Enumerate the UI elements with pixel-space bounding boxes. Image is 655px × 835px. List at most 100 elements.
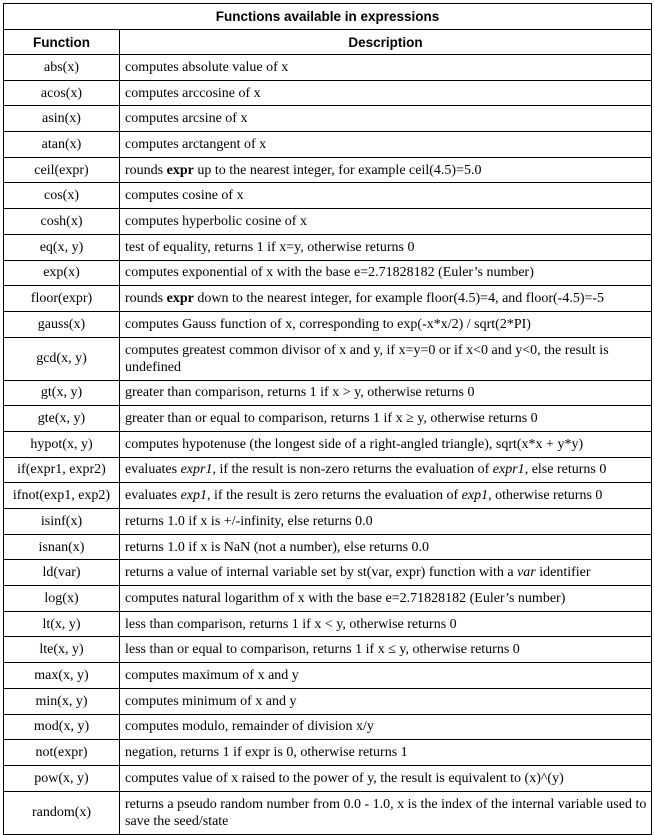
function-cell: exp(x) xyxy=(3,259,120,287)
table-row: abs(x) computes absolute value of x xyxy=(3,54,653,81)
description-text: , otherwise returns 0 xyxy=(488,488,603,504)
description-text: computes modulo, remainder of division x… xyxy=(125,719,374,735)
table-row: atan(x) computes arctangent of x xyxy=(3,131,653,158)
description-text: returns 1.0 if x is +/-infinity, else re… xyxy=(125,513,373,529)
description-text: computes minimum of x and y xyxy=(125,693,297,709)
function-cell: lt(x, y) xyxy=(3,610,120,638)
description-text: identifier xyxy=(535,565,591,581)
description-text: less than comparison, returns 1 if x < y… xyxy=(125,616,457,632)
function-cell: isnan(x) xyxy=(3,533,120,561)
description-cell: computes maximum of x and y xyxy=(118,662,653,689)
function-cell: abs(x) xyxy=(3,54,120,81)
description-text: rounds xyxy=(125,162,167,178)
description-text: computes cosine of x xyxy=(125,188,244,204)
description-text: , if the result is zero returns the eval… xyxy=(207,488,462,504)
description-text: computes hypotenuse (the longest side of… xyxy=(125,436,584,452)
table-row: random(x) returns a pseudo random number … xyxy=(3,790,653,835)
description-cell: test of equality, returns 1 if x=y, othe… xyxy=(118,233,653,261)
description-text: rounds xyxy=(125,291,167,307)
function-cell: hypot(x, y) xyxy=(3,430,120,458)
function-cell: max(x, y) xyxy=(3,662,120,689)
function-cell: min(x, y) xyxy=(3,687,120,715)
description-cell: computes natural logarithm of x with the… xyxy=(118,585,653,612)
description-text: returns a value of internal variable set… xyxy=(125,565,518,581)
table-row: exp(x) computes exponential of x with the… xyxy=(3,259,653,287)
description-cell: greater than or equal to comparison, ret… xyxy=(118,405,653,432)
description-text: computes absolute value of x xyxy=(125,59,289,75)
table-row: not(expr) negation, returns 1 if expr is … xyxy=(3,739,653,766)
table-row: ifnot(exp1, exp2) evaluates exp1, if the … xyxy=(3,482,653,509)
functions-table: Functions available in expressions Funct… xyxy=(2,3,653,835)
function-cell: ld(var) xyxy=(3,559,120,587)
table-row: lt(x, y) less than comparison, returns 1 … xyxy=(3,610,653,638)
function-cell: atan(x) xyxy=(3,131,120,158)
function-cell: floor(expr) xyxy=(3,285,120,312)
italic-term: expr1 xyxy=(492,462,525,478)
function-cell: ifnot(exp1, exp2) xyxy=(3,482,120,509)
table-title: Functions available in expressions xyxy=(2,3,653,30)
description-text: evaluates xyxy=(125,462,181,478)
table-row: lte(x, y) less than or equal to compariso… xyxy=(3,636,653,664)
description-text: computes arccosine of x xyxy=(125,85,261,101)
table-row: gauss(x) computes Gauss function of x, co… xyxy=(3,310,653,338)
bold-term: expr xyxy=(166,162,194,178)
function-cell: pow(x, y) xyxy=(3,764,120,792)
description-cell: rounds expr down to the nearest integer,… xyxy=(118,285,653,312)
description-cell: computes arccosine of x xyxy=(118,79,653,107)
function-cell: if(expr1, expr2) xyxy=(3,456,120,484)
description-cell: computes Gauss function of x, correspond… xyxy=(118,310,653,338)
function-cell: asin(x) xyxy=(3,105,120,133)
description-text: computes hyperbolic cosine of x xyxy=(125,213,307,229)
description-cell: evaluates expr1, if the result is non-ze… xyxy=(118,456,653,484)
function-cell: gt(x, y) xyxy=(3,379,120,407)
description-text: less than or equal to comparison, return… xyxy=(125,642,520,658)
description-text: up to the nearest integer, for example c… xyxy=(193,162,482,178)
description-cell: returns 1.0 if x is +/-infinity, else re… xyxy=(118,508,653,535)
function-cell: eq(x, y) xyxy=(3,233,120,261)
description-cell: rounds expr up to the nearest integer, f… xyxy=(118,156,653,184)
italic-term: exp1 xyxy=(461,488,489,504)
description-cell: returns a value of internal variable set… xyxy=(118,559,653,587)
description-text: computes arctangent of x xyxy=(125,136,267,152)
description-text: test of equality, returns 1 if x=y, othe… xyxy=(125,239,415,255)
italic-term: var xyxy=(517,565,536,581)
column-header-description: Description xyxy=(118,29,653,55)
description-text: , else returns 0 xyxy=(524,462,607,478)
column-header-function: Function xyxy=(3,29,120,55)
function-cell: ceil(expr) xyxy=(3,156,120,184)
function-cell: mod(x, y) xyxy=(3,713,120,741)
bold-term: expr xyxy=(166,291,194,307)
function-cell: cosh(x) xyxy=(3,208,120,235)
table-body: abs(x) computes absolute value of x acos(x… xyxy=(3,54,653,835)
description-cell: negation, returns 1 if expr is 0, otherw… xyxy=(118,739,653,766)
table-row: min(x, y) computes minimum of x and y xyxy=(3,687,653,715)
table-row: cos(x) computes cosine of x xyxy=(3,182,653,210)
description-text: computes natural logarithm of x with the… xyxy=(125,590,566,606)
function-cell: random(x) xyxy=(3,790,120,835)
description-cell: evaluates exp1, if the result is zero re… xyxy=(118,482,653,509)
description-cell: greater than comparison, returns 1 if x … xyxy=(118,379,653,407)
table-row: asin(x) computes arcsine of x xyxy=(3,105,653,133)
table-row: hypot(x, y) computes hypotenuse (the long… xyxy=(3,430,653,458)
table-row: ld(var) returns a value of internal varia… xyxy=(3,559,653,587)
description-cell: computes exponential of x with the base … xyxy=(118,259,653,287)
function-cell: lte(x, y) xyxy=(3,636,120,664)
description-text: computes value of x raised to the power … xyxy=(125,770,564,786)
table-row: log(x) computes natural logarithm of x wi… xyxy=(3,585,653,612)
table-row: cosh(x) computes hyperbolic cosine of x xyxy=(3,208,653,235)
description-cell: returns a pseudo random number from 0.0 … xyxy=(118,790,653,835)
italic-term: expr1 xyxy=(180,462,213,478)
table-row: gte(x, y) greater than or equal to compar… xyxy=(3,405,653,432)
table-row: pow(x, y) computes value of x raised to t… xyxy=(3,764,653,792)
description-text: greater than comparison, returns 1 if x … xyxy=(125,385,475,401)
table-row: floor(expr) rounds expr down to the neare… xyxy=(3,285,653,312)
description-text: negation, returns 1 if expr is 0, otherw… xyxy=(125,745,408,761)
description-cell: computes minimum of x and y xyxy=(118,687,653,715)
description-cell: computes hypotenuse (the longest side of… xyxy=(118,430,653,458)
description-text: computes exponential of x with the base … xyxy=(125,265,534,281)
description-text: greater than or equal to comparison, ret… xyxy=(125,411,538,427)
description-cell: computes hyperbolic cosine of x xyxy=(118,208,653,235)
table-row: gcd(x, y) computes greatest common diviso… xyxy=(3,336,653,381)
description-cell: computes arcsine of x xyxy=(118,105,653,133)
description-text: , if the result is non-zero returns the … xyxy=(212,462,493,478)
